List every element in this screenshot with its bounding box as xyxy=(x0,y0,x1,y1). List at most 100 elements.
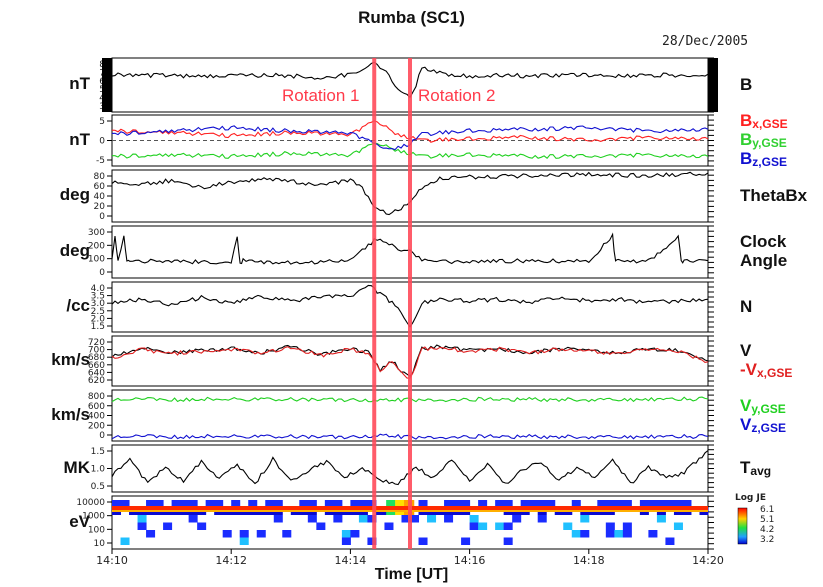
spectrogram-cell xyxy=(418,537,428,545)
spectrogram-cell xyxy=(452,500,462,508)
y-tick-label: 680 xyxy=(88,353,105,363)
y-tick-label: 640 xyxy=(88,368,105,378)
spectrogram-cell xyxy=(112,500,122,508)
spectrogram-cell xyxy=(137,515,147,523)
spectrogram-cell xyxy=(367,515,377,523)
right-black-bar xyxy=(708,58,718,112)
left-tick-strip xyxy=(101,115,112,166)
spectrogram-cell xyxy=(256,530,266,538)
spectrogram-cell xyxy=(307,500,317,508)
spectrogram-cell xyxy=(605,530,615,538)
spectrogram-cell xyxy=(239,537,249,545)
y-tick-label: 200 xyxy=(88,421,105,431)
spectrogram-cell xyxy=(427,515,437,523)
spectrogram-cell xyxy=(478,522,488,530)
spectrogram-cell xyxy=(137,522,147,530)
left-black-bar xyxy=(102,58,112,112)
spectrogram-cell xyxy=(605,522,615,530)
spectrogram-cell xyxy=(367,500,377,508)
y-tick-label: 100 xyxy=(88,255,105,265)
colorbar-title: Log JE xyxy=(735,493,766,503)
panel-unit-label: eV xyxy=(69,511,90,531)
y-tick-label: 1.5 xyxy=(91,322,105,332)
spectrogram-cell xyxy=(282,530,292,538)
spectrogram-cell xyxy=(673,500,683,508)
spectrogram-cell xyxy=(495,522,505,530)
y-tick-label: 60 xyxy=(94,182,106,192)
spectrogram-cell xyxy=(614,530,624,538)
panel-unit-label: /cc xyxy=(66,296,90,315)
spectrogram-cell xyxy=(350,500,360,508)
spectrogram-cell xyxy=(239,530,249,538)
spectrogram-cell xyxy=(146,530,156,538)
spectrogram-cell xyxy=(401,515,411,523)
spectrogram-cell xyxy=(410,515,420,523)
spectrogram-cell xyxy=(478,500,488,508)
y-tick-label: 4.0 xyxy=(91,284,106,294)
spectrogram-cell xyxy=(622,522,632,530)
y-tick-label: 1.0 xyxy=(91,465,106,475)
x-tick-label: 14:14 xyxy=(335,554,367,567)
spectrogram-cell xyxy=(188,515,198,523)
left-tick-strip xyxy=(101,170,112,222)
panel-unit-label: nT xyxy=(69,74,90,93)
spectrogram-cell xyxy=(537,515,547,523)
y-tick-label: 100 xyxy=(88,525,105,535)
spectrogram-cell xyxy=(358,500,368,508)
panel-unit-label: nT xyxy=(69,129,90,149)
spectrogram-cell xyxy=(367,537,377,545)
y-tick-label: 660 xyxy=(88,361,105,371)
spectrogram-cell xyxy=(495,500,505,508)
spectrogram-cell xyxy=(469,522,479,530)
panel-right-label: -Vx,GSE xyxy=(740,360,793,381)
chart-title: Rumba (SC1) xyxy=(358,8,465,27)
spectrogram-cell xyxy=(333,500,343,508)
y-tick-label: 0 xyxy=(99,268,105,278)
spectrogram-cell xyxy=(571,500,581,508)
panel-right-label: N xyxy=(740,296,753,316)
panel-right-label: By,GSE xyxy=(740,130,787,151)
spectrogram-cell xyxy=(154,500,164,508)
y-tick-label: 1.5 xyxy=(91,447,105,457)
panel-right-label: ThetaBx xyxy=(740,185,808,205)
spectrogram-cell xyxy=(682,500,692,508)
spectrogram-cell xyxy=(673,522,683,530)
spectrogram-cell xyxy=(461,500,471,508)
spectrogram-cell xyxy=(316,522,326,530)
spectrogram-cell xyxy=(648,530,658,538)
spectrogram-cell xyxy=(503,522,513,530)
spectrogram-cell xyxy=(180,500,190,508)
spectrogram-cell xyxy=(563,522,573,530)
spectrogram-cell xyxy=(648,500,658,508)
left-tick-strip xyxy=(101,445,112,492)
y-tick-label: 200 xyxy=(88,241,105,251)
spectrogram-cell xyxy=(171,500,181,508)
spectrogram-cell xyxy=(512,515,522,523)
y-tick-label: 400 xyxy=(88,412,105,422)
panel-right-label: Vz,GSE xyxy=(740,414,787,435)
spectrogram-cell xyxy=(503,537,513,545)
spectrogram-cell xyxy=(597,500,607,508)
spectrogram-cell xyxy=(665,500,675,508)
y-tick-label: 720 xyxy=(88,338,105,348)
spectrogram-cell xyxy=(622,530,632,538)
spectrogram-cell xyxy=(444,500,454,508)
spectrogram-cell xyxy=(231,500,241,508)
spectrogram-cell xyxy=(273,515,283,523)
spectrogram-cell xyxy=(614,500,624,508)
y-tick-label: 0 xyxy=(99,431,105,441)
left-tick-strip xyxy=(101,496,112,549)
y-tick-label: 40 xyxy=(94,192,106,202)
y-tick-label: 0.5 xyxy=(91,482,105,492)
spectrogram-cell xyxy=(580,530,590,538)
y-tick-label: 20 xyxy=(94,202,106,212)
y-tick-label: 5 xyxy=(99,117,105,127)
panel-unit-label: km/s xyxy=(51,350,90,369)
series-line xyxy=(111,232,709,265)
y-tick-label: 800 xyxy=(88,392,105,402)
spectrogram-cell xyxy=(580,515,590,523)
x-tick-label: 14:16 xyxy=(454,554,486,567)
spectrogram-cell xyxy=(120,537,130,545)
y-tick-label: 620 xyxy=(88,376,105,386)
